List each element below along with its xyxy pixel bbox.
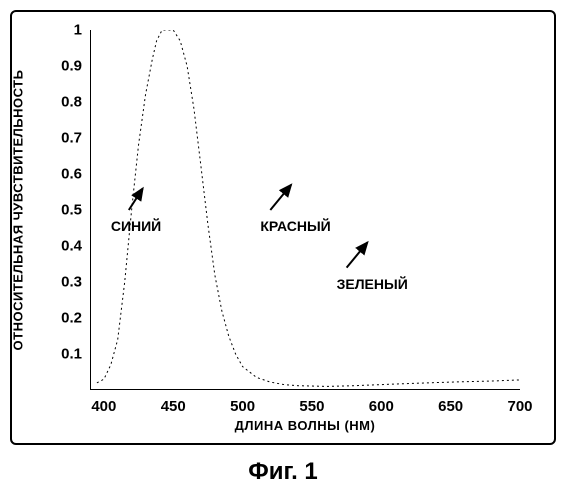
- y-tick-label: 0.3: [42, 274, 82, 291]
- x-tick-label: 700: [507, 398, 532, 415]
- y-tick-label: 0.4: [42, 238, 82, 255]
- figure-container: ОТНОСИТЕЛЬНАЯ ЧУВСТВИТЕЛЬНОСТЬ ДЛИНА ВОЛ…: [0, 0, 566, 500]
- y-tick-label: 0.6: [42, 166, 82, 183]
- x-tick-label: 500: [230, 398, 255, 415]
- y-tick-label: 0.9: [42, 58, 82, 75]
- x-tick-label: 450: [161, 398, 186, 415]
- y-tick-label: 0.1: [42, 346, 82, 363]
- x-tick-label: 600: [369, 398, 394, 415]
- annotation-red: КРАСНЫЙ: [260, 218, 330, 234]
- series-blue: [97, 30, 520, 386]
- plot-svg: [90, 30, 520, 390]
- x-tick-label: 400: [91, 398, 116, 415]
- y-axis-label: ОТНОСИТЕЛЬНАЯ ЧУВСТВИТЕЛЬНОСТЬ: [11, 70, 26, 351]
- y-tick-label: 0.2: [42, 310, 82, 327]
- y-tick-label: 0.7: [42, 130, 82, 147]
- x-tick-label: 550: [299, 398, 324, 415]
- y-tick-label: 0.8: [42, 94, 82, 111]
- y-tick-labels: 0.10.20.30.40.50.60.70.80.91: [42, 30, 82, 390]
- y-tick-label: 0.5: [42, 202, 82, 219]
- annotation-blue: СИНИЙ: [111, 218, 161, 234]
- arrows-group: [129, 185, 368, 268]
- axes-group: [90, 30, 520, 390]
- figure-caption: Фиг. 1: [248, 458, 318, 486]
- x-axis-label: ДЛИНА ВОЛНЫ (НМ): [235, 418, 376, 433]
- series-group: [97, 30, 520, 386]
- y-tick-label: 1: [42, 22, 82, 39]
- x-tick-label: 650: [438, 398, 463, 415]
- annotation-green: ЗЕЛЕНЫЙ: [337, 276, 408, 292]
- x-tick-labels: 400450500550600650700: [90, 398, 520, 418]
